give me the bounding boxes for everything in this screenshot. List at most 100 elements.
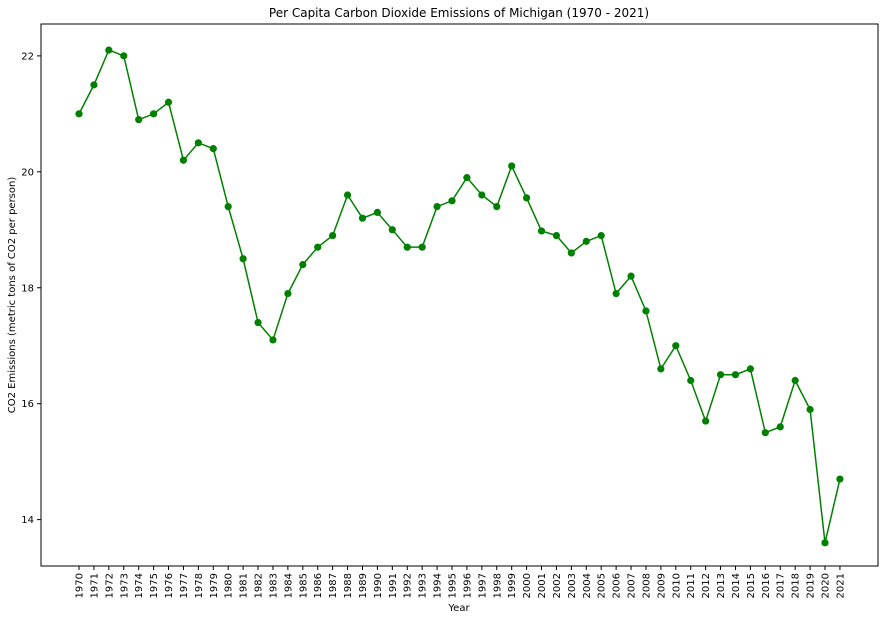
data-point-2007: [627, 272, 635, 280]
data-point-1984: [284, 289, 292, 298]
x-tick-label: 1996: [462, 573, 473, 598]
data-point-1998: [493, 202, 501, 211]
data-point-1979: [209, 145, 217, 153]
data-point-1974: [135, 116, 143, 124]
x-tick-label: 1976: [164, 573, 175, 598]
data-point-1983: [269, 336, 277, 344]
y-tick-label: 16: [21, 399, 34, 410]
x-tick-label: 2013: [716, 573, 727, 598]
data-point-1994: [433, 202, 441, 211]
x-tick-label: 2016: [761, 573, 772, 598]
data-point-1986: [314, 243, 322, 251]
x-tick-label: 1977: [179, 573, 190, 598]
data-series-layer: [75, 46, 844, 547]
x-tick-label: 2006: [612, 573, 623, 598]
data-point-2010: [672, 342, 680, 350]
x-tick-label: 2000: [522, 573, 533, 598]
data-point-1993: [418, 243, 426, 251]
data-point-1971: [90, 81, 98, 89]
x-tick-label: 1995: [448, 573, 459, 598]
x-tick-label: 1989: [358, 573, 369, 598]
data-point-1982: [254, 318, 262, 327]
data-point-1988: [343, 191, 352, 199]
x-tick-label: 1998: [492, 573, 503, 598]
data-point-1985: [299, 260, 307, 269]
x-tick-label: 1975: [149, 573, 160, 598]
x-tick-label: 2010: [671, 573, 682, 598]
x-tick-label: 1979: [209, 573, 220, 598]
data-point-2021: [836, 475, 844, 483]
x-tick-label: 1992: [403, 573, 414, 598]
x-tick-label: 2011: [686, 573, 697, 598]
data-point-1980: [224, 202, 232, 211]
x-tick-label: 1997: [477, 573, 488, 598]
x-tick-label: 2008: [641, 573, 652, 598]
x-tick-label: 1987: [328, 573, 339, 598]
x-tick-label: 1972: [104, 573, 115, 598]
data-point-2018: [791, 376, 799, 385]
x-axis-label: Year: [447, 603, 470, 614]
data-point-2009: [657, 365, 665, 373]
x-tick-label: 1986: [313, 573, 324, 598]
data-point-2008: [642, 307, 650, 315]
x-tick-label: 1990: [373, 573, 384, 598]
x-tick-label: 2021: [835, 573, 846, 598]
data-point-1999: [508, 162, 516, 170]
x-tick-label: 1978: [194, 573, 205, 598]
x-axis-ticks: 1970 1971 1972 1973 1974 1975 1976 1977 1978 1979…: [75, 566, 846, 598]
y-tick-label: 20: [21, 167, 34, 178]
data-point-2020: [821, 539, 829, 547]
data-point-1989: [358, 214, 367, 222]
data-point-2001: [537, 227, 546, 235]
x-tick-label: 1983: [268, 573, 279, 598]
x-tick-label: 1994: [433, 573, 444, 598]
data-point-1970: [75, 110, 83, 118]
x-tick-label: 2004: [582, 573, 593, 598]
data-point-2014: [731, 371, 740, 379]
x-tick-label: 2009: [656, 573, 667, 598]
x-tick-label: 2007: [627, 573, 638, 598]
x-tick-label: 2001: [537, 573, 548, 598]
x-tick-label: 2012: [701, 573, 712, 598]
x-tick-label: 1970: [75, 573, 86, 598]
x-tick-label: 1993: [418, 573, 429, 598]
data-point-2011: [687, 376, 695, 385]
y-tick-label: 18: [21, 283, 34, 294]
data-point-2004: [582, 237, 590, 245]
chart-title: Per Capita Carbon Dioxide Emissions of M…: [269, 6, 649, 20]
data-point-1977: [179, 156, 188, 164]
series-line: [78, 49, 841, 543]
data-point-2013: [716, 371, 725, 379]
x-tick-label: 2017: [776, 573, 787, 598]
data-point-2005: [597, 231, 605, 240]
x-tick-label: 1973: [119, 573, 130, 598]
x-tick-label: 1985: [298, 573, 309, 598]
x-tick-label: 2018: [791, 573, 802, 598]
x-tick-label: 1999: [507, 573, 518, 598]
x-tick-label: 1974: [134, 573, 145, 598]
data-point-1981: [239, 255, 247, 263]
x-tick-label: 2014: [731, 573, 742, 598]
y-tick-label: 14: [21, 515, 34, 526]
data-point-1976: [164, 98, 173, 106]
data-point-2016: [761, 429, 769, 437]
x-tick-label: 2020: [821, 573, 832, 598]
data-point-2017: [776, 423, 784, 431]
data-point-1972: [105, 46, 113, 54]
plot-area-frame: [40, 23, 879, 567]
data-point-1987: [329, 231, 337, 240]
x-tick-label: 1988: [343, 573, 354, 598]
data-point-1992: [403, 243, 411, 251]
data-point-2019: [806, 405, 814, 414]
data-point-2015: [746, 365, 755, 373]
data-point-2003: [567, 249, 575, 257]
data-point-1996: [463, 174, 471, 182]
data-point-1975: [150, 110, 158, 118]
data-point-1990: [373, 208, 381, 216]
data-point-1997: [478, 191, 486, 199]
x-tick-label: 1982: [254, 573, 265, 598]
x-tick-label: 2003: [567, 573, 578, 598]
x-tick-label: 2019: [806, 573, 817, 598]
